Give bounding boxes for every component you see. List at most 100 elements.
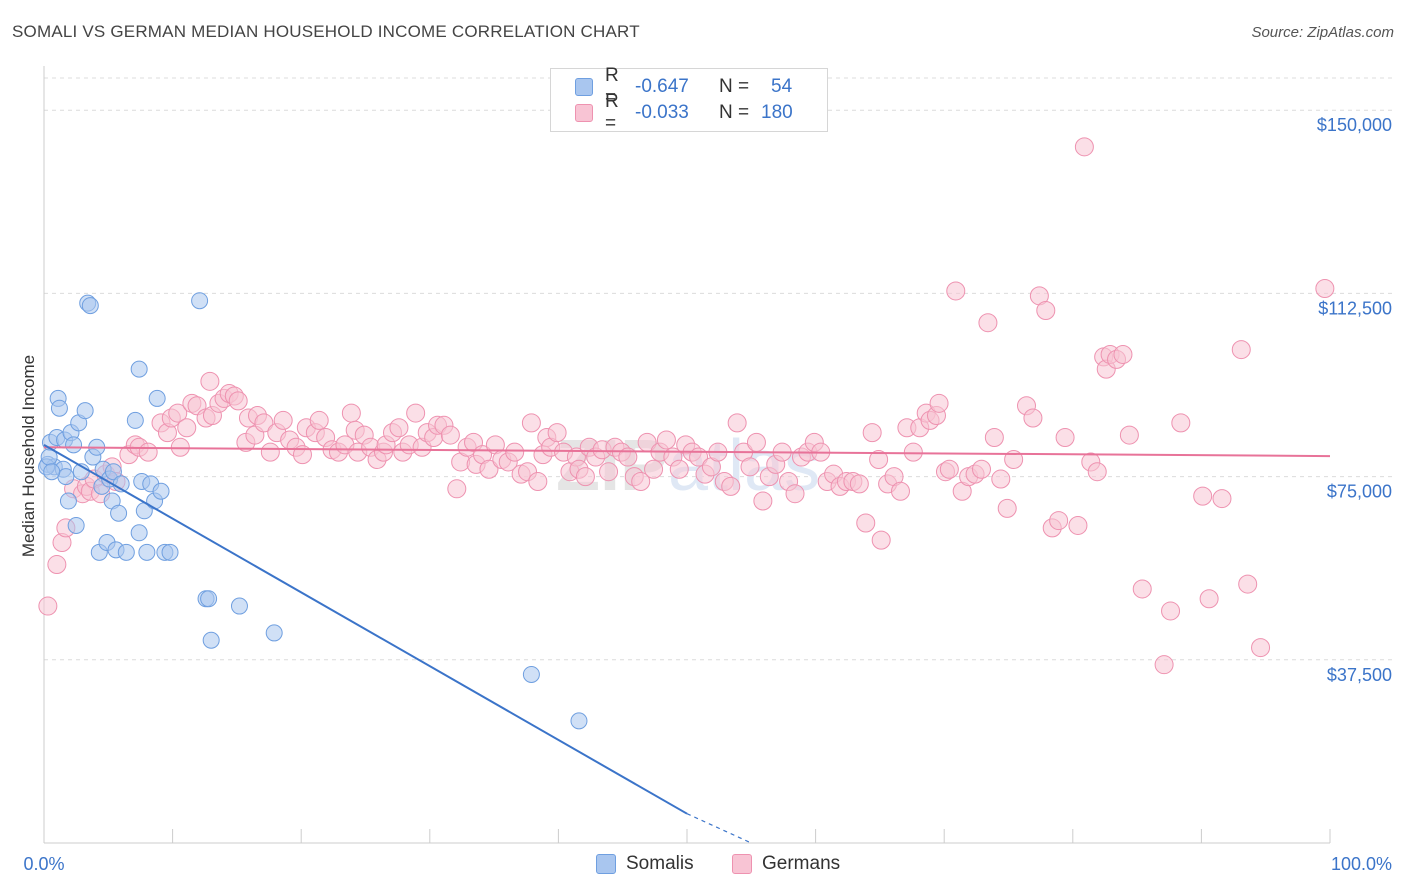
germans-point [1119, 425, 1139, 445]
germans-point [1132, 579, 1152, 599]
germans-point [862, 423, 882, 443]
germans-point [505, 442, 525, 462]
germans-point [440, 425, 460, 445]
germans-point [618, 447, 638, 467]
germans-point [753, 491, 773, 511]
germans-point [47, 555, 67, 575]
germans-point [1004, 450, 1024, 469]
germans-point [1113, 344, 1133, 364]
germans-point [721, 476, 741, 496]
germans-point [1161, 601, 1181, 621]
somalis-point [522, 665, 540, 683]
somalis-swatch [575, 78, 593, 96]
germans-point [1068, 515, 1088, 535]
germans-point [849, 474, 869, 494]
r-label: R = [605, 91, 619, 134]
n-label: N = [719, 102, 750, 123]
legend-row-germans: R = -0.033 N = 180 [575, 91, 793, 134]
germans-point [168, 403, 188, 423]
germans-point [903, 442, 923, 462]
germans-point [1231, 340, 1251, 360]
somalis-trend-line [43, 443, 688, 815]
legend-item-germans[interactable]: Germans [732, 853, 840, 875]
germans-point [1212, 489, 1232, 509]
somalis-point [200, 590, 218, 608]
chart-title: SOMALI VS GERMAN MEDIAN HOUSEHOLD INCOME… [12, 22, 640, 41]
somalis-point [57, 468, 75, 486]
germans-legend-swatch [732, 854, 752, 874]
germans-point [521, 413, 541, 433]
r-label: R = [605, 65, 619, 108]
legend-row-somalis: R = -0.647 N = 54 [575, 65, 793, 108]
germans-point [984, 428, 1004, 448]
germans-point [1238, 574, 1258, 594]
germans-point [38, 596, 58, 616]
somalis-point [76, 402, 94, 420]
germans-point [631, 471, 651, 491]
germans-point [1171, 413, 1191, 433]
somalis-point [81, 297, 99, 315]
r-value: -0.647 [635, 76, 689, 97]
germans-point [785, 484, 805, 504]
n-value: 180 [761, 102, 793, 123]
grid-lines [44, 77, 1392, 661]
somalis-point [126, 411, 144, 429]
somalis-point [130, 360, 148, 378]
germans-point [479, 459, 499, 479]
germans-point [1036, 300, 1056, 320]
germans-point [1193, 486, 1213, 506]
somalis-point [117, 543, 135, 561]
germans-point [1154, 655, 1174, 675]
germans-point [260, 442, 280, 462]
germans-point [406, 403, 426, 423]
germans-point [740, 457, 760, 477]
germans-point [1055, 428, 1075, 448]
germans-point [946, 281, 966, 301]
germans-point [599, 462, 619, 482]
r-value: -0.033 [635, 102, 689, 123]
legend-item-somalis[interactable]: Somalis [596, 853, 694, 875]
germans-point [669, 459, 689, 479]
y-axis-label: Median Household Income [19, 355, 38, 557]
somalis-point [202, 631, 220, 649]
somalis-trend-extension [686, 813, 752, 844]
germans-point [929, 393, 949, 413]
germans-point [1199, 589, 1219, 609]
germans-point [890, 481, 910, 501]
y-tick-label: $112,500 [1318, 298, 1392, 318]
germans-point [1315, 279, 1335, 299]
germans-point [727, 413, 747, 433]
germans-point [856, 513, 876, 533]
germans-point [991, 469, 1011, 489]
germans-point [254, 413, 274, 433]
germans-point [341, 403, 361, 423]
germans-point [292, 445, 312, 465]
somalis-point [138, 543, 156, 561]
germans-point [869, 450, 889, 469]
germans-point [939, 459, 959, 479]
series-legend: Somalis Germans [0, 851, 1406, 879]
germans-trend-line [43, 446, 1331, 458]
n-label: N = [719, 76, 750, 97]
germans-point [746, 432, 766, 452]
germans-point [177, 418, 197, 438]
y-tick-label: $150,000 [1317, 115, 1392, 135]
germans-point [228, 391, 248, 411]
somalis-point [148, 389, 166, 407]
somalis-point [570, 712, 588, 730]
n-value: 54 [771, 76, 793, 97]
somalis-point [50, 399, 68, 417]
somalis-point [43, 463, 61, 481]
x-tick-label: 100.0% [1331, 854, 1392, 874]
germans-point [389, 418, 409, 438]
series-germans [38, 137, 1335, 675]
germans-swatch [575, 104, 593, 122]
somalis-point [191, 292, 209, 310]
somalis-point [104, 463, 122, 481]
y-tick-labels: $37,500 $75,000 $112,500 $150,000 [1317, 115, 1392, 685]
series-somalis [38, 292, 588, 730]
germans-point [528, 471, 548, 491]
somalis-point [265, 624, 283, 642]
somalis-point [130, 524, 148, 542]
